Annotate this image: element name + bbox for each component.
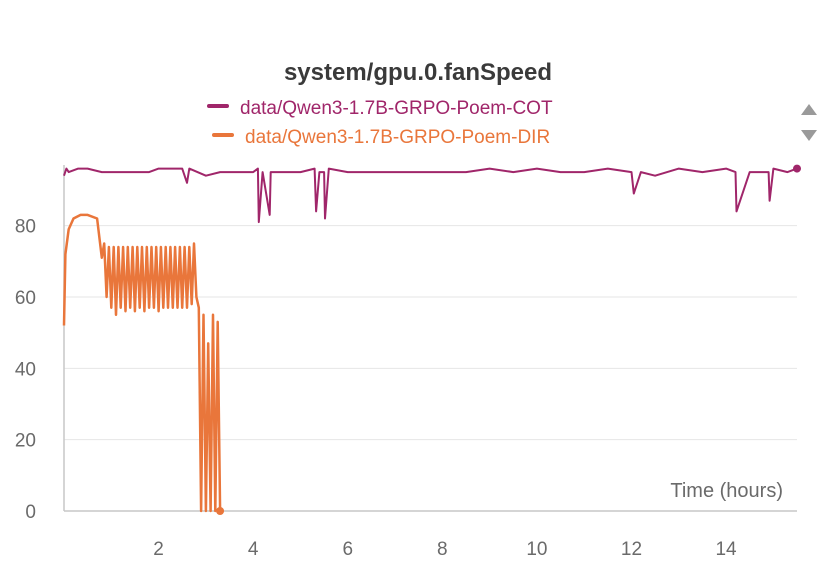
x-tick-label-14: 14 <box>715 539 737 560</box>
chart-title: system/gpu.0.fanSpeed <box>284 59 552 86</box>
legend-scroll-down-icon[interactable] <box>801 130 817 141</box>
y-tick-label-20: 20 <box>15 431 36 452</box>
x-axis-label: Time (hours) <box>670 480 783 502</box>
series-lines <box>62 164 801 515</box>
y-axis-ticks: 0 20 40 60 80 <box>15 217 36 523</box>
legend-entry-dir[interactable]: data/Qwen3-1.7B-GRPO-Poem-DIR <box>212 127 550 148</box>
x-tick-label-12: 12 <box>621 539 642 560</box>
legend-swatch-cot <box>207 104 229 108</box>
legend-swatch-dir <box>212 133 234 137</box>
legend-label-dir: data/Qwen3-1.7B-GRPO-Poem-DIR <box>245 127 550 148</box>
x-tick-label-6: 6 <box>342 539 353 560</box>
x-tick-label-8: 8 <box>437 539 448 560</box>
series-end-point-0[interactable] <box>793 164 801 173</box>
x-axis-ticks: 2 4 6 8 10 12 14 <box>153 539 737 560</box>
series-line-0[interactable] <box>63 167 798 224</box>
legend: data/Qwen3-1.7B-GRPO-Poem-COT data/Qwen3… <box>207 98 553 148</box>
y-tick-label-40: 40 <box>15 359 36 380</box>
y-tick-label-0: 0 <box>25 502 36 523</box>
y-tick-label-80: 80 <box>15 217 36 238</box>
y-tick-label-60: 60 <box>15 288 36 309</box>
x-tick-label-4: 4 <box>248 539 259 560</box>
legend-scroll-up-icon[interactable] <box>801 104 817 115</box>
series-end-point-1[interactable] <box>216 507 225 515</box>
x-tick-label-10: 10 <box>526 539 547 560</box>
series-line-1[interactable] <box>62 213 222 513</box>
legend-entry-cot[interactable]: data/Qwen3-1.7B-GRPO-Poem-COT <box>207 98 553 119</box>
x-tick-label-2: 2 <box>153 539 164 560</box>
legend-label-cot: data/Qwen3-1.7B-GRPO-Poem-COT <box>240 98 553 119</box>
